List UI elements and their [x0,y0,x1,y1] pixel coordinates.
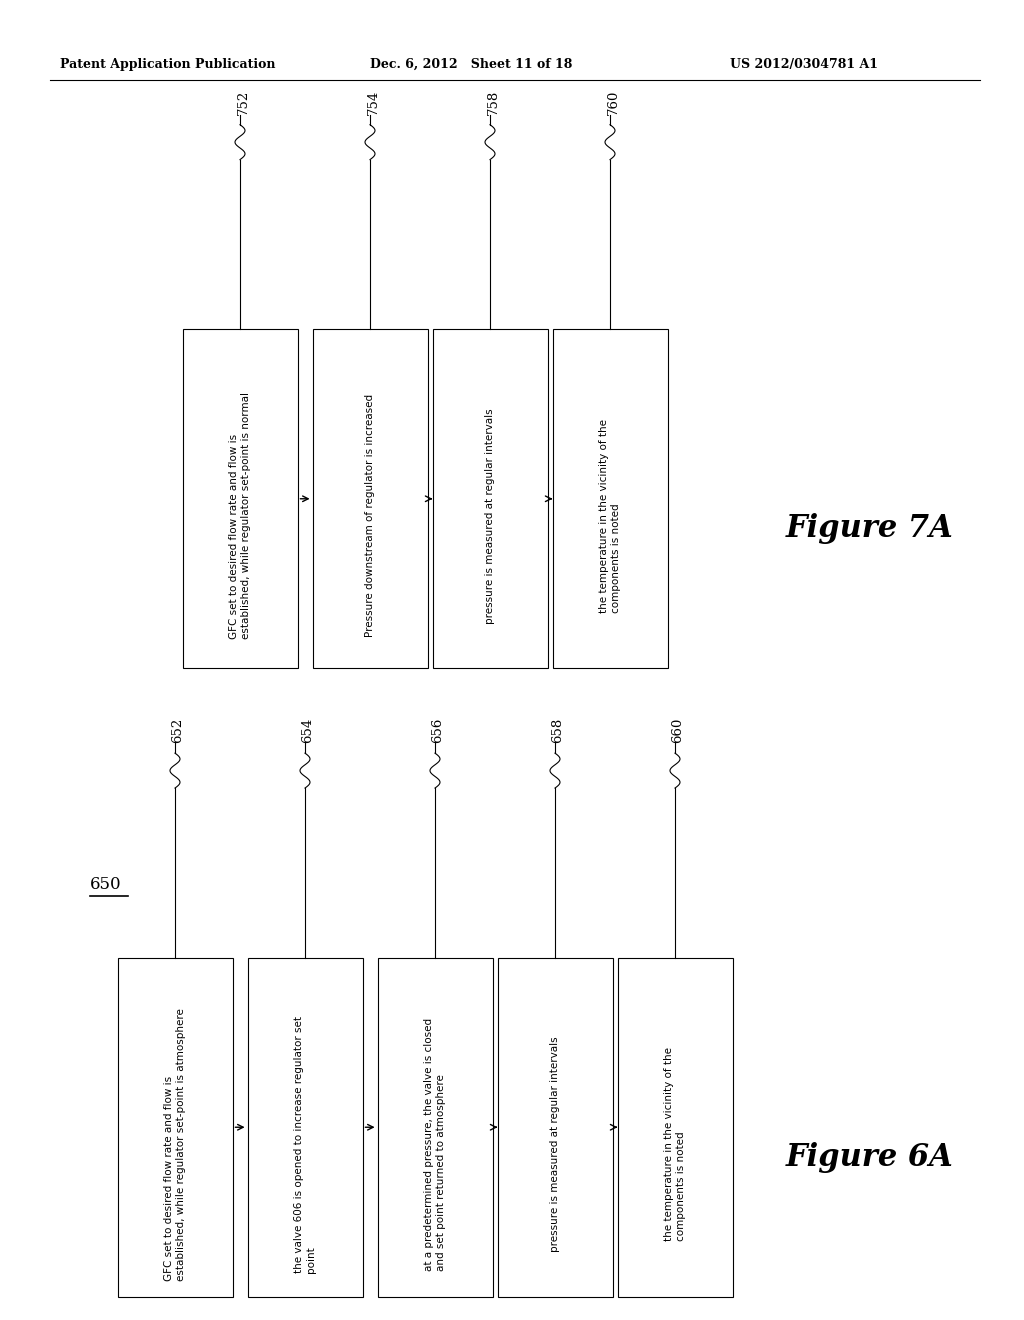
Text: Pressure downstream of regulator is increased: Pressure downstream of regulator is incr… [365,395,375,638]
Text: 658: 658 [552,718,564,743]
Text: US 2012/0304781 A1: US 2012/0304781 A1 [730,58,878,71]
Text: 654: 654 [301,718,314,743]
Text: pressure is measured at regular intervals: pressure is measured at regular interval… [550,1036,560,1251]
Text: 752: 752 [237,90,250,115]
Text: the temperature in the vicinity of the
components is noted: the temperature in the vicinity of the c… [665,1047,686,1241]
Text: Patent Application Publication: Patent Application Publication [60,58,275,71]
Text: 656: 656 [431,718,444,743]
Text: Figure 6A: Figure 6A [786,1142,954,1172]
Text: 754: 754 [367,90,380,115]
Bar [248,957,362,1296]
Bar [432,329,548,668]
Text: pressure is measured at regular intervals: pressure is measured at regular interval… [485,408,495,623]
Text: GFC set to desired flow rate and flow is
established, while regulator set-point : GFC set to desired flow rate and flow is… [164,1007,185,1280]
Bar [617,957,732,1296]
Text: Dec. 6, 2012   Sheet 11 of 18: Dec. 6, 2012 Sheet 11 of 18 [370,58,572,71]
Text: the temperature in the vicinity of the
components is noted: the temperature in the vicinity of the c… [599,418,621,612]
Text: Figure 7A: Figure 7A [786,513,954,544]
Text: 760: 760 [606,90,620,115]
Bar [182,329,298,668]
Bar [312,329,427,668]
Text: the valve 606 is opened to increase regulator set
point: the valve 606 is opened to increase regu… [294,1015,315,1272]
Bar [498,957,612,1296]
Bar [378,957,493,1296]
Text: 660: 660 [672,718,684,743]
Text: GFC set to desired flow rate and flow is
established, while regulator set-point : GFC set to desired flow rate and flow is… [229,392,251,639]
Text: at a predetermined pressure, the valve is closed
and set point returned to atmos: at a predetermined pressure, the valve i… [424,1018,445,1271]
Text: 650: 650 [90,875,122,892]
Bar [118,957,232,1296]
Text: 652: 652 [171,718,184,743]
Text: 758: 758 [486,90,500,115]
Bar [553,329,668,668]
